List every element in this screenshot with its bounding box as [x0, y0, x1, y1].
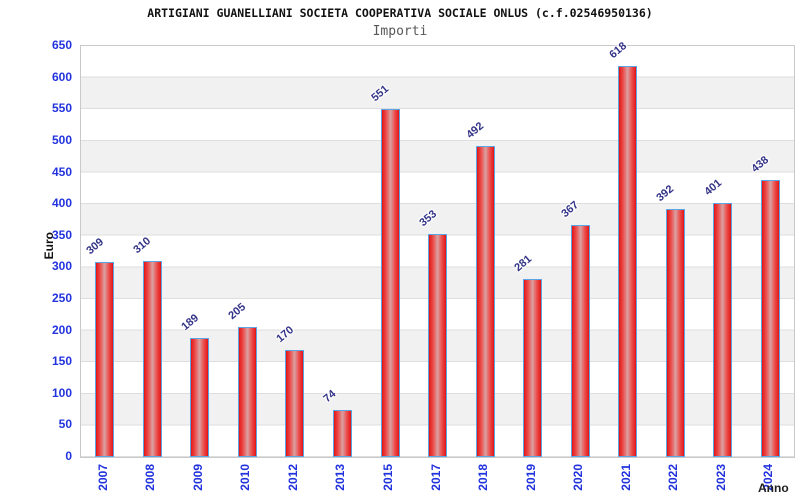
x-axis-tick-label: 2013: [333, 464, 348, 491]
y-axis-tick-label: 450: [51, 164, 72, 179]
plot-area: 309 310 189 205 170 74 551 353 492 281 367 618 392 40…: [80, 40, 795, 458]
x-axis-tick-label: 2020: [571, 464, 586, 491]
x-axis-tick-label: 2010: [238, 464, 253, 491]
x-axis-tick-label: 2008: [143, 464, 158, 491]
x-axis-tick-label: 2022: [666, 464, 681, 491]
bar: [190, 337, 210, 457]
y-axis-tick-label: 350: [51, 227, 72, 242]
bar: [713, 203, 733, 457]
y-axis-tick-label: 300: [51, 259, 72, 274]
bar-value-label: 438: [749, 154, 772, 175]
x-axis-tick-label: 2009: [190, 464, 205, 491]
bar: [142, 261, 162, 457]
x-axis-tick-label: 2007: [95, 464, 110, 491]
bar: [618, 66, 638, 457]
y-axis-tick-label: 550: [51, 101, 72, 116]
x-axis-tick-label: 2015: [381, 464, 395, 491]
x-axis-tick-label: 2023: [713, 464, 728, 491]
bar: [665, 209, 685, 457]
x-axis-tick-label: 2017: [428, 464, 443, 491]
y-axis-tick-label: 400: [51, 196, 72, 211]
bar-value-label: 392: [654, 183, 677, 205]
bar: [380, 108, 400, 457]
bar-value-label: 205: [226, 301, 249, 323]
x-axis: 2007 2008 2009 2010 2012 2013 2015 2017 2018 2019…: [80, 457, 793, 500]
bar: [570, 224, 590, 457]
bar: [475, 145, 495, 457]
y-axis-tick-label: 100: [51, 385, 72, 400]
x-axis-tick-label: 2018: [476, 464, 490, 491]
y-axis: 0 50 100 150 200 250 300 350 400 450 500 550 600 650: [0, 38, 72, 463]
bar: [428, 233, 447, 457]
x-axis-title: Anno: [758, 481, 789, 495]
bar-value-label: 310: [131, 235, 154, 256]
bar: [523, 279, 543, 457]
bar-value-label: 74: [321, 388, 339, 406]
bar-value-label: 367: [559, 198, 582, 220]
bar: [237, 327, 257, 457]
bar-value-label: 551: [369, 82, 392, 104]
y-axis-tick-label: 50: [58, 417, 72, 432]
bar-value-label: 401: [701, 177, 724, 199]
bar: [285, 349, 305, 457]
y-axis-tick-label: 500: [51, 132, 72, 147]
bar-value-label: 492: [464, 119, 487, 141]
x-axis-tick-label: 2012: [285, 464, 300, 491]
page-title: ARTIGIANI GUANELLIANI SOCIETA COOPERATIV…: [147, 6, 653, 20]
bar: [95, 261, 115, 457]
bar-value-label: 353: [416, 207, 439, 229]
bar-value-label: 618: [606, 40, 629, 62]
bar-value-label: 309: [84, 235, 106, 257]
y-axis-tick-label: 600: [51, 69, 72, 84]
bar-value-label: 189: [179, 311, 201, 333]
y-axis-tick-label: 200: [51, 322, 72, 337]
x-axis-tick-label: 2021: [618, 464, 633, 491]
y-axis-tick-label: 650: [51, 38, 72, 52]
y-axis-tick-label: 0: [65, 449, 72, 463]
bar: [760, 180, 780, 457]
bar: [332, 410, 352, 457]
y-axis-tick-label: 250: [51, 290, 72, 305]
x-axis-tick-label: 2019: [523, 464, 538, 491]
chart-subtitle: Importi: [372, 24, 428, 39]
y-axis-tick-label: 150: [51, 354, 72, 369]
bar-value-label: 170: [274, 323, 296, 345]
bar-value-label: 281: [511, 253, 534, 275]
